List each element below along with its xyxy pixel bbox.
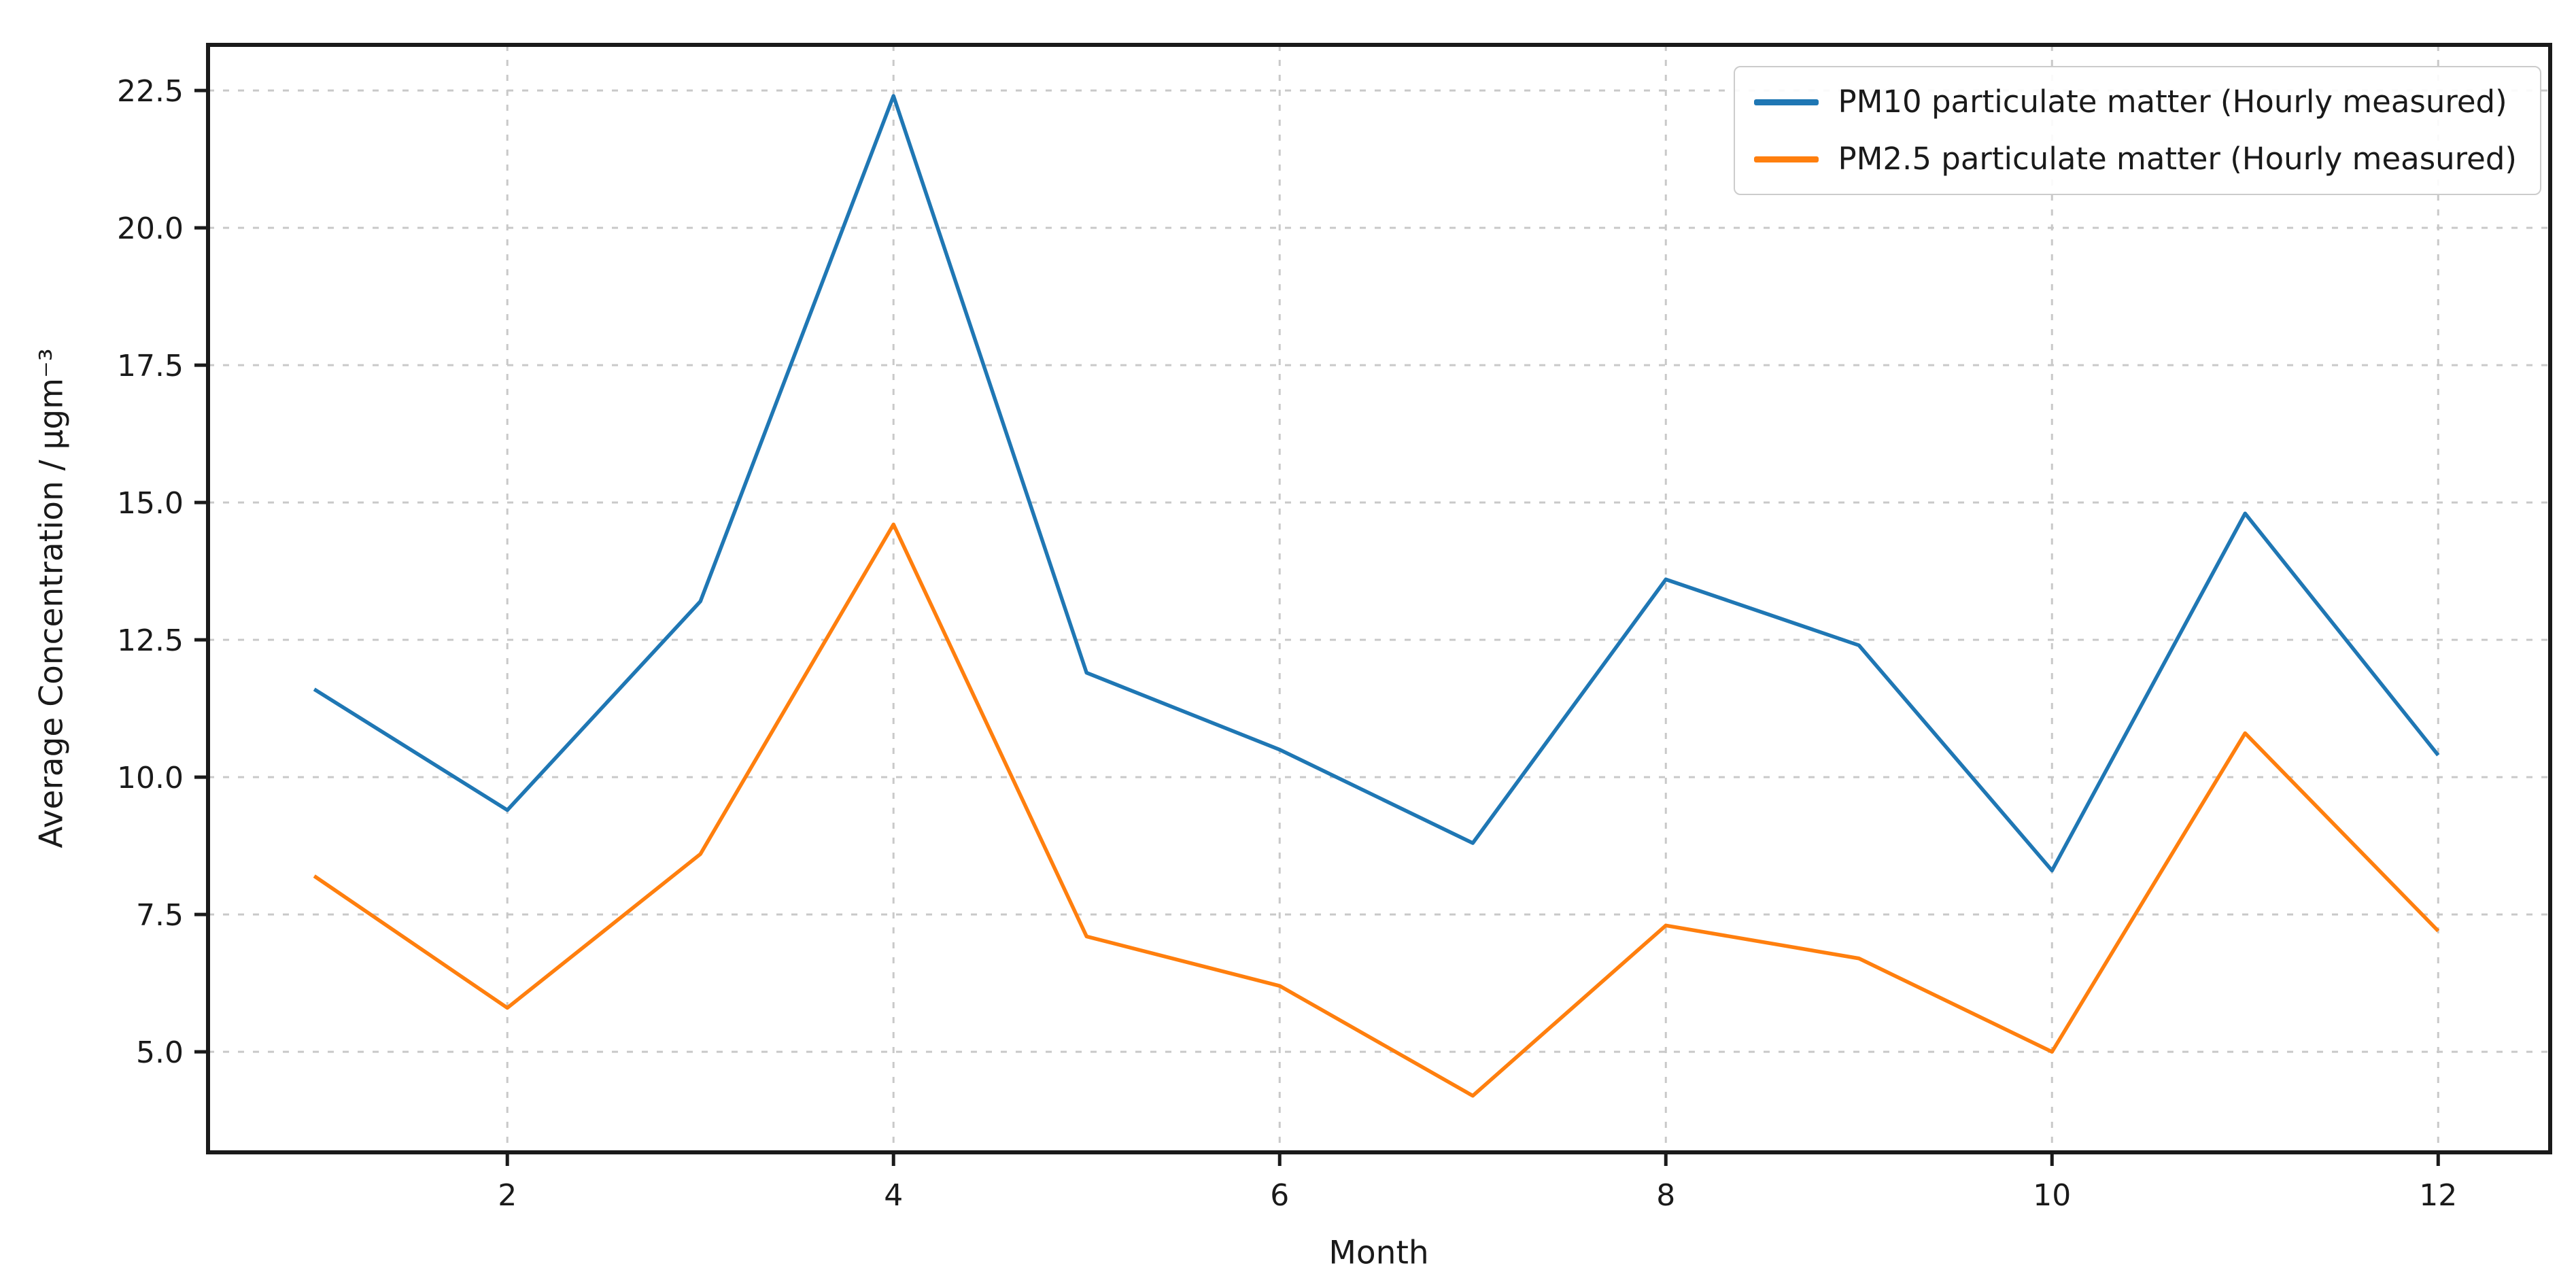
- x-tick-label: 10: [2033, 1178, 2071, 1213]
- x-tick-label: 2: [498, 1178, 517, 1213]
- legend-label-1: PM2.5 particulate matter (Hourly measure…: [1838, 141, 2517, 177]
- legend-item-0: PM10 particulate matter (Hourly measured…: [1754, 84, 2517, 120]
- x-axis-label: Month: [1328, 1234, 1429, 1272]
- y-tick-label: 22.5: [117, 74, 184, 109]
- x-tick-label: 4: [884, 1178, 903, 1213]
- plot-border: [206, 43, 2552, 1154]
- x-tick-label: 8: [1656, 1178, 1675, 1213]
- legend-line-swatch-1: [1754, 156, 1819, 162]
- data-line-series-0: [313, 94, 2440, 873]
- legend-item-1: PM2.5 particulate matter (Hourly measure…: [1754, 141, 2517, 177]
- y-tick-label: 15.0: [117, 486, 184, 521]
- x-tick-label: 12: [2419, 1178, 2457, 1213]
- y-tick-label: 5.0: [136, 1035, 184, 1070]
- data-line-series-1: [313, 522, 2440, 1098]
- legend: PM10 particulate matter (Hourly measured…: [1734, 66, 2541, 195]
- y-tick-label: 10.0: [117, 761, 184, 795]
- y-tick-label: 12.5: [117, 623, 184, 658]
- y-tick-label: 20.0: [117, 211, 184, 246]
- y-axis-label: Average Concentration / µgm⁻³: [33, 348, 71, 848]
- y-tick-label: 7.5: [136, 898, 184, 933]
- legend-line-swatch-0: [1754, 99, 1819, 105]
- legend-label-0: PM10 particulate matter (Hourly measured…: [1838, 84, 2507, 120]
- x-tick-label: 6: [1270, 1178, 1289, 1213]
- y-tick-label: 17.5: [117, 349, 184, 383]
